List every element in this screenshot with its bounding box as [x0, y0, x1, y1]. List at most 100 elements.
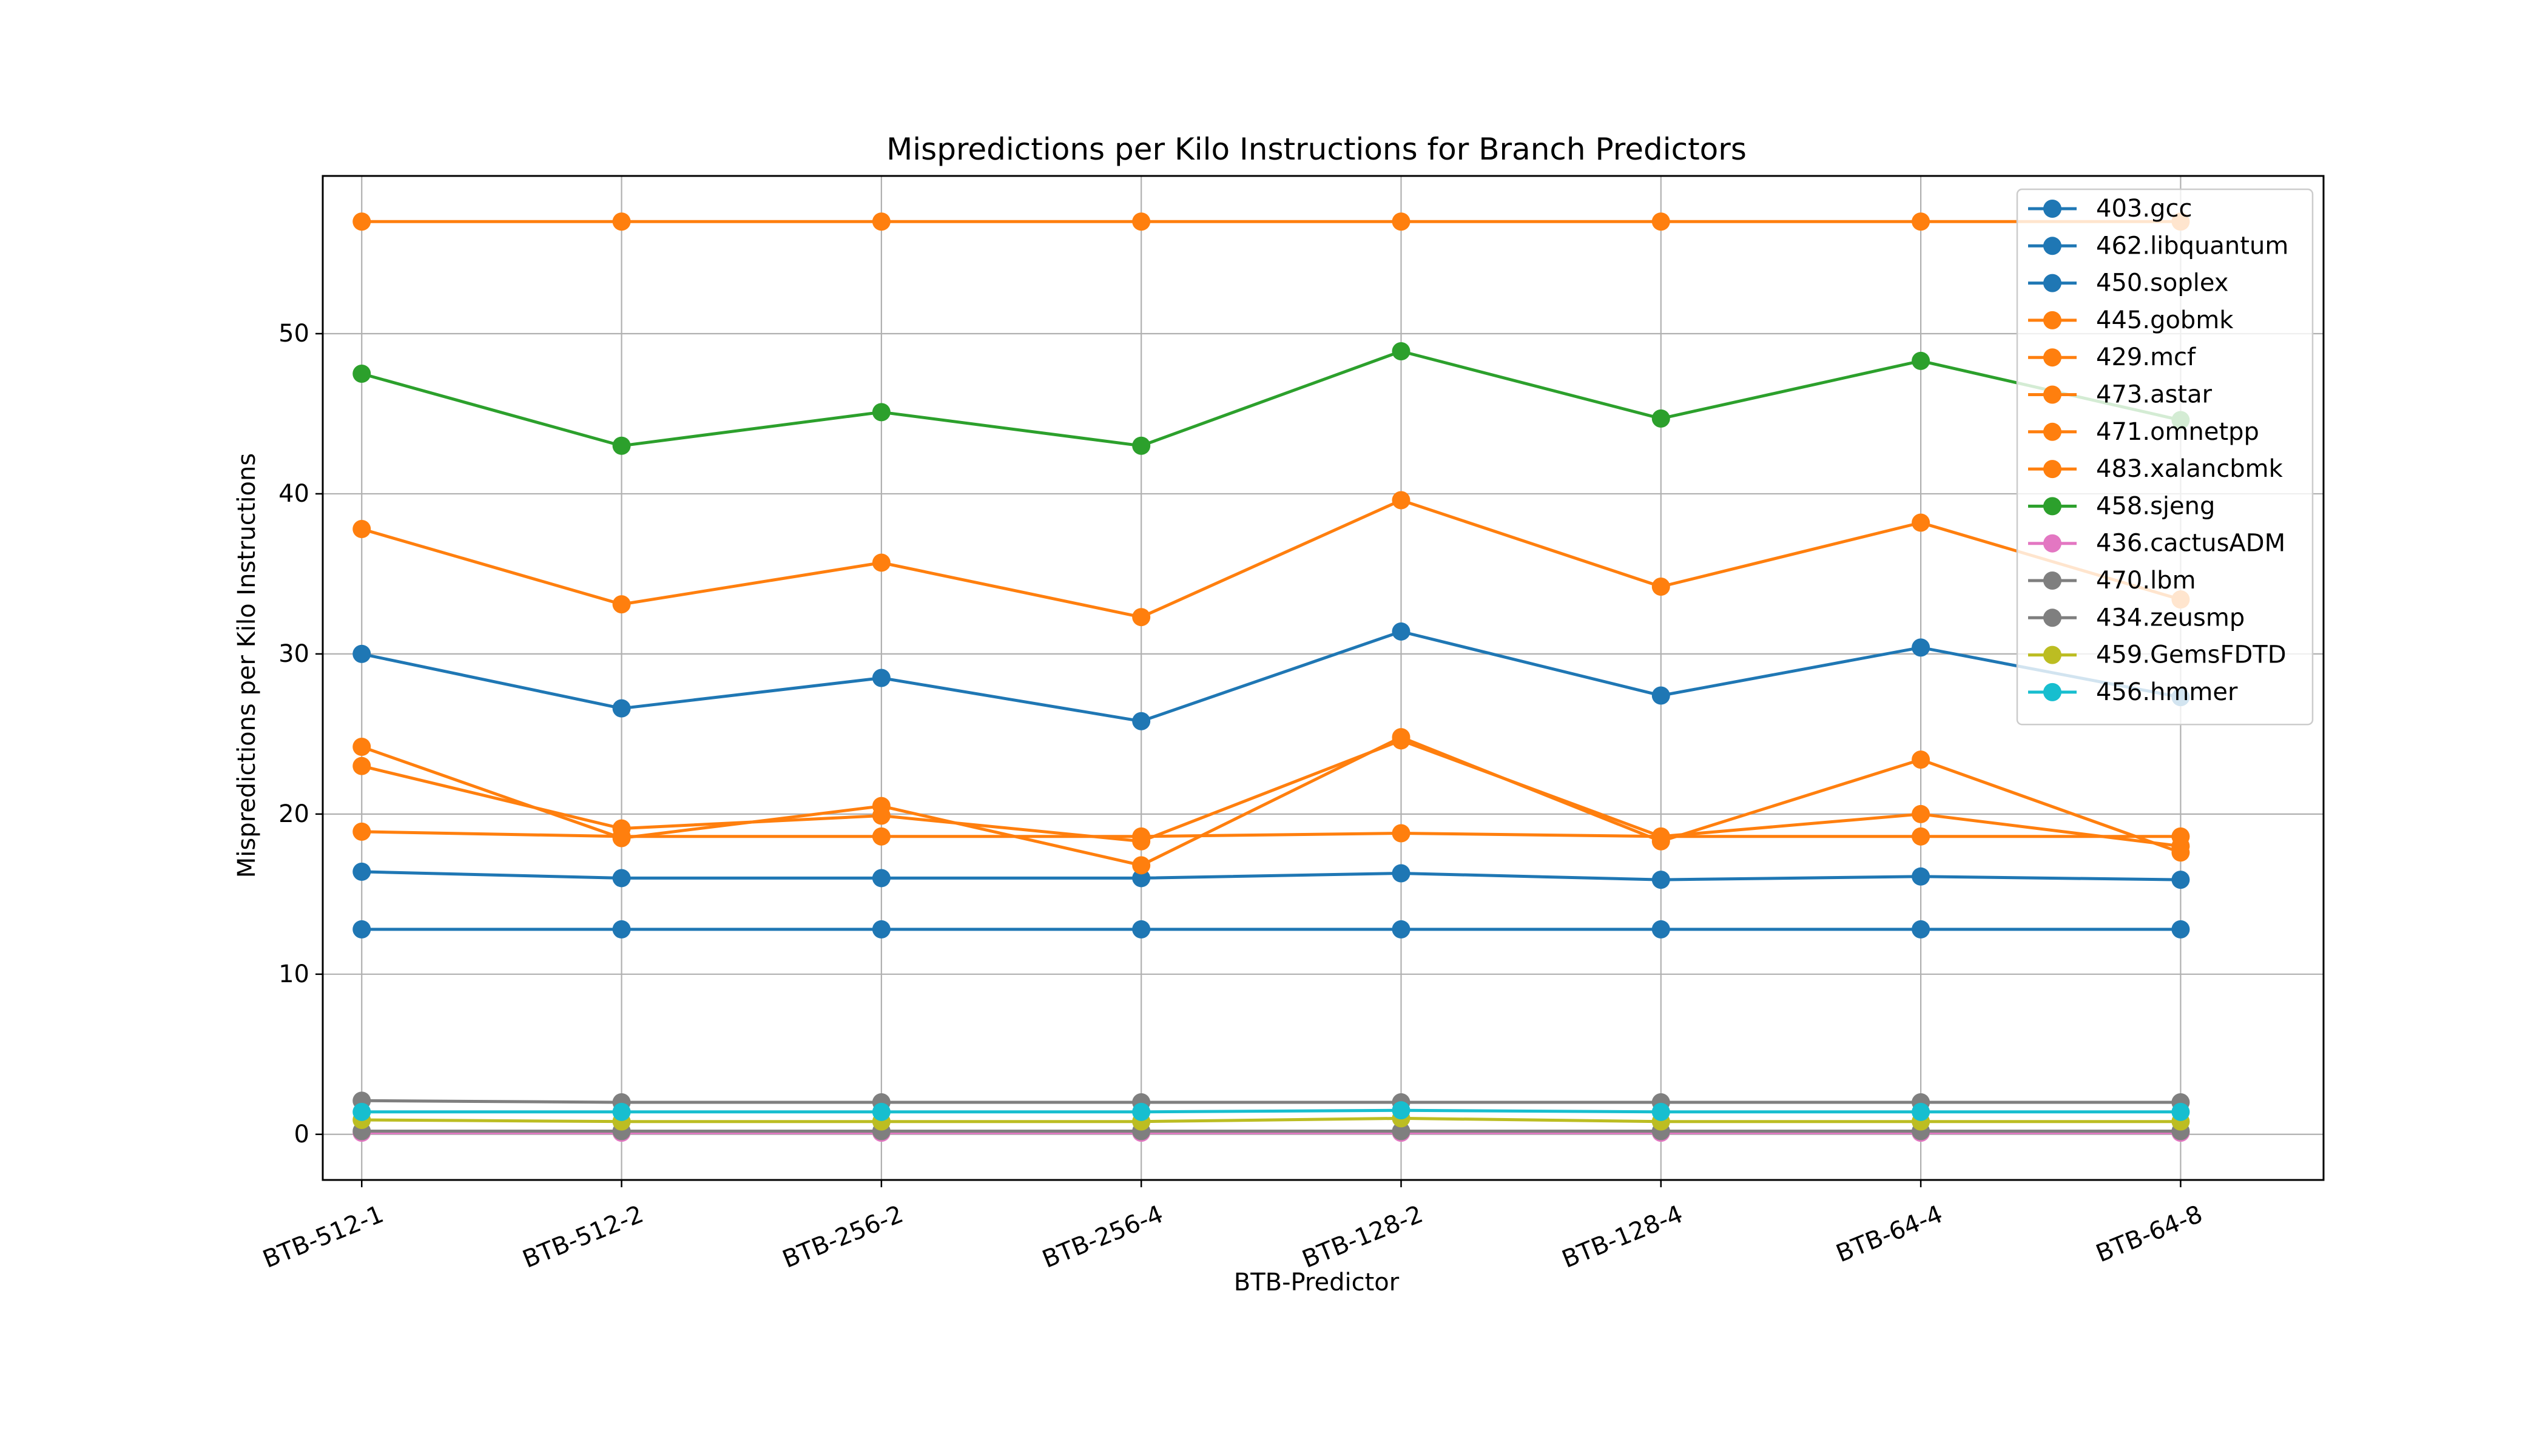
data-point: [352, 862, 371, 881]
series-line: [361, 349, 2181, 448]
legend-item: 434.zeusmp: [2028, 604, 2245, 632]
legend-marker: [2043, 422, 2061, 441]
legend-label: 450.soplex: [2096, 269, 2228, 297]
data-point: [1912, 638, 1930, 657]
legend-item: 445.gobmk: [2028, 306, 2234, 334]
data-point: [1651, 1102, 1670, 1121]
series-line: [361, 499, 2182, 619]
data-point: [1132, 869, 1151, 888]
series-462.libquantum: [352, 920, 2190, 939]
data-point: [1392, 212, 1410, 231]
plot-frame: [322, 175, 2325, 1181]
data-point: [1651, 578, 1670, 596]
legend: 403.gcc 462.libquantum 450.soplex 445.gobmk…: [2016, 188, 2314, 726]
series-445.gobmk: [352, 212, 2190, 231]
data-point: [872, 806, 891, 825]
legend-marker: [2043, 608, 2061, 627]
data-point: [872, 1102, 891, 1121]
legend-marker: [2043, 237, 2061, 255]
data-point: [1392, 1101, 1410, 1120]
legend-label: 462.libquantum: [2096, 232, 2288, 260]
data-point: [1132, 920, 1151, 939]
legend-label: 483.xalancbmk: [2096, 455, 2283, 483]
data-point: [1132, 212, 1151, 231]
series-458.sjeng: [352, 342, 2190, 455]
data-point: [872, 827, 891, 846]
data-point: [1912, 750, 1930, 769]
legend-marker: [2043, 200, 2061, 218]
legend-marker: [2043, 534, 2061, 553]
legend-label: 471.omnetpp: [2096, 418, 2259, 446]
data-point: [872, 869, 891, 888]
series-line: [361, 738, 2181, 848]
series-line: [362, 1116, 2181, 1124]
data-point: [872, 669, 891, 687]
series-line: [362, 870, 2181, 881]
data-point: [2171, 920, 2190, 939]
data-point: [1651, 827, 1670, 846]
legend-item: 436.cactusADM: [2028, 530, 2285, 558]
data-point: [1912, 1102, 1930, 1121]
data-point: [352, 920, 371, 939]
legend-box: [2016, 188, 2314, 726]
legend-item: 429.mcf: [2028, 343, 2196, 371]
data-point: [352, 757, 371, 775]
data-point: [1132, 436, 1151, 455]
data-point: [1651, 212, 1670, 231]
series-483.xalancbmk: [352, 822, 2190, 846]
data-point: [352, 822, 371, 841]
data-point: [352, 1102, 371, 1121]
series-line: [361, 735, 2182, 867]
y-tick-label: 50: [278, 320, 309, 348]
data-point: [612, 212, 631, 231]
data-point: [612, 920, 631, 939]
data-point: [1392, 920, 1410, 939]
series-line: [361, 630, 2181, 723]
data-point: [1912, 804, 1930, 823]
legend-item: 483.xalancbmk: [2028, 455, 2283, 483]
data-point: [1392, 342, 1410, 361]
legend-item: 462.libquantum: [2028, 232, 2288, 260]
data-point: [1392, 824, 1410, 843]
data-point: [1651, 686, 1670, 705]
data-point: [872, 212, 891, 231]
legend-marker: [2043, 571, 2061, 590]
legend-marker: [2043, 348, 2061, 367]
data-point: [1912, 351, 1930, 370]
y-tick-label: 20: [278, 800, 309, 828]
legend-label: 445.gobmk: [2096, 306, 2234, 334]
data-point: [1912, 867, 1930, 886]
y-axis-label: Mispredictions per Kilo Instructions: [233, 453, 261, 878]
legend-label: 458.sjeng: [2096, 492, 2215, 520]
legend-item: 459.GemsFDTD: [2028, 641, 2287, 669]
legend-item: 450.soplex: [2028, 269, 2228, 297]
data-point: [1912, 920, 1930, 939]
y-tick-label: 0: [294, 1121, 309, 1148]
data-point: [612, 436, 631, 455]
data-point: [1912, 827, 1930, 846]
data-point: [1132, 856, 1151, 875]
data-point: [1651, 409, 1670, 428]
series-lines: [352, 212, 2190, 1142]
legend-item: 403.gcc: [2028, 195, 2192, 223]
data-point: [352, 520, 371, 539]
data-point: [1132, 608, 1151, 627]
data-point: [1392, 731, 1410, 750]
legend-label: 456.hmmer: [2096, 678, 2238, 706]
data-point: [352, 738, 371, 757]
legend-marker: [2043, 311, 2061, 329]
series-456.hmmer: [352, 1101, 2190, 1121]
data-point: [1132, 712, 1151, 730]
legend-label: 434.zeusmp: [2096, 604, 2245, 632]
legend-item: 471.omnetpp: [2028, 418, 2259, 446]
data-point: [1651, 920, 1670, 939]
data-point: [2171, 871, 2190, 889]
data-point: [612, 869, 631, 888]
data-point: [352, 364, 371, 383]
series-line: [362, 1099, 2181, 1104]
legend-label: 470.lbm: [2096, 567, 2196, 595]
data-point: [1912, 212, 1930, 231]
data-point: [2171, 827, 2190, 846]
legend-marker: [2043, 682, 2061, 701]
